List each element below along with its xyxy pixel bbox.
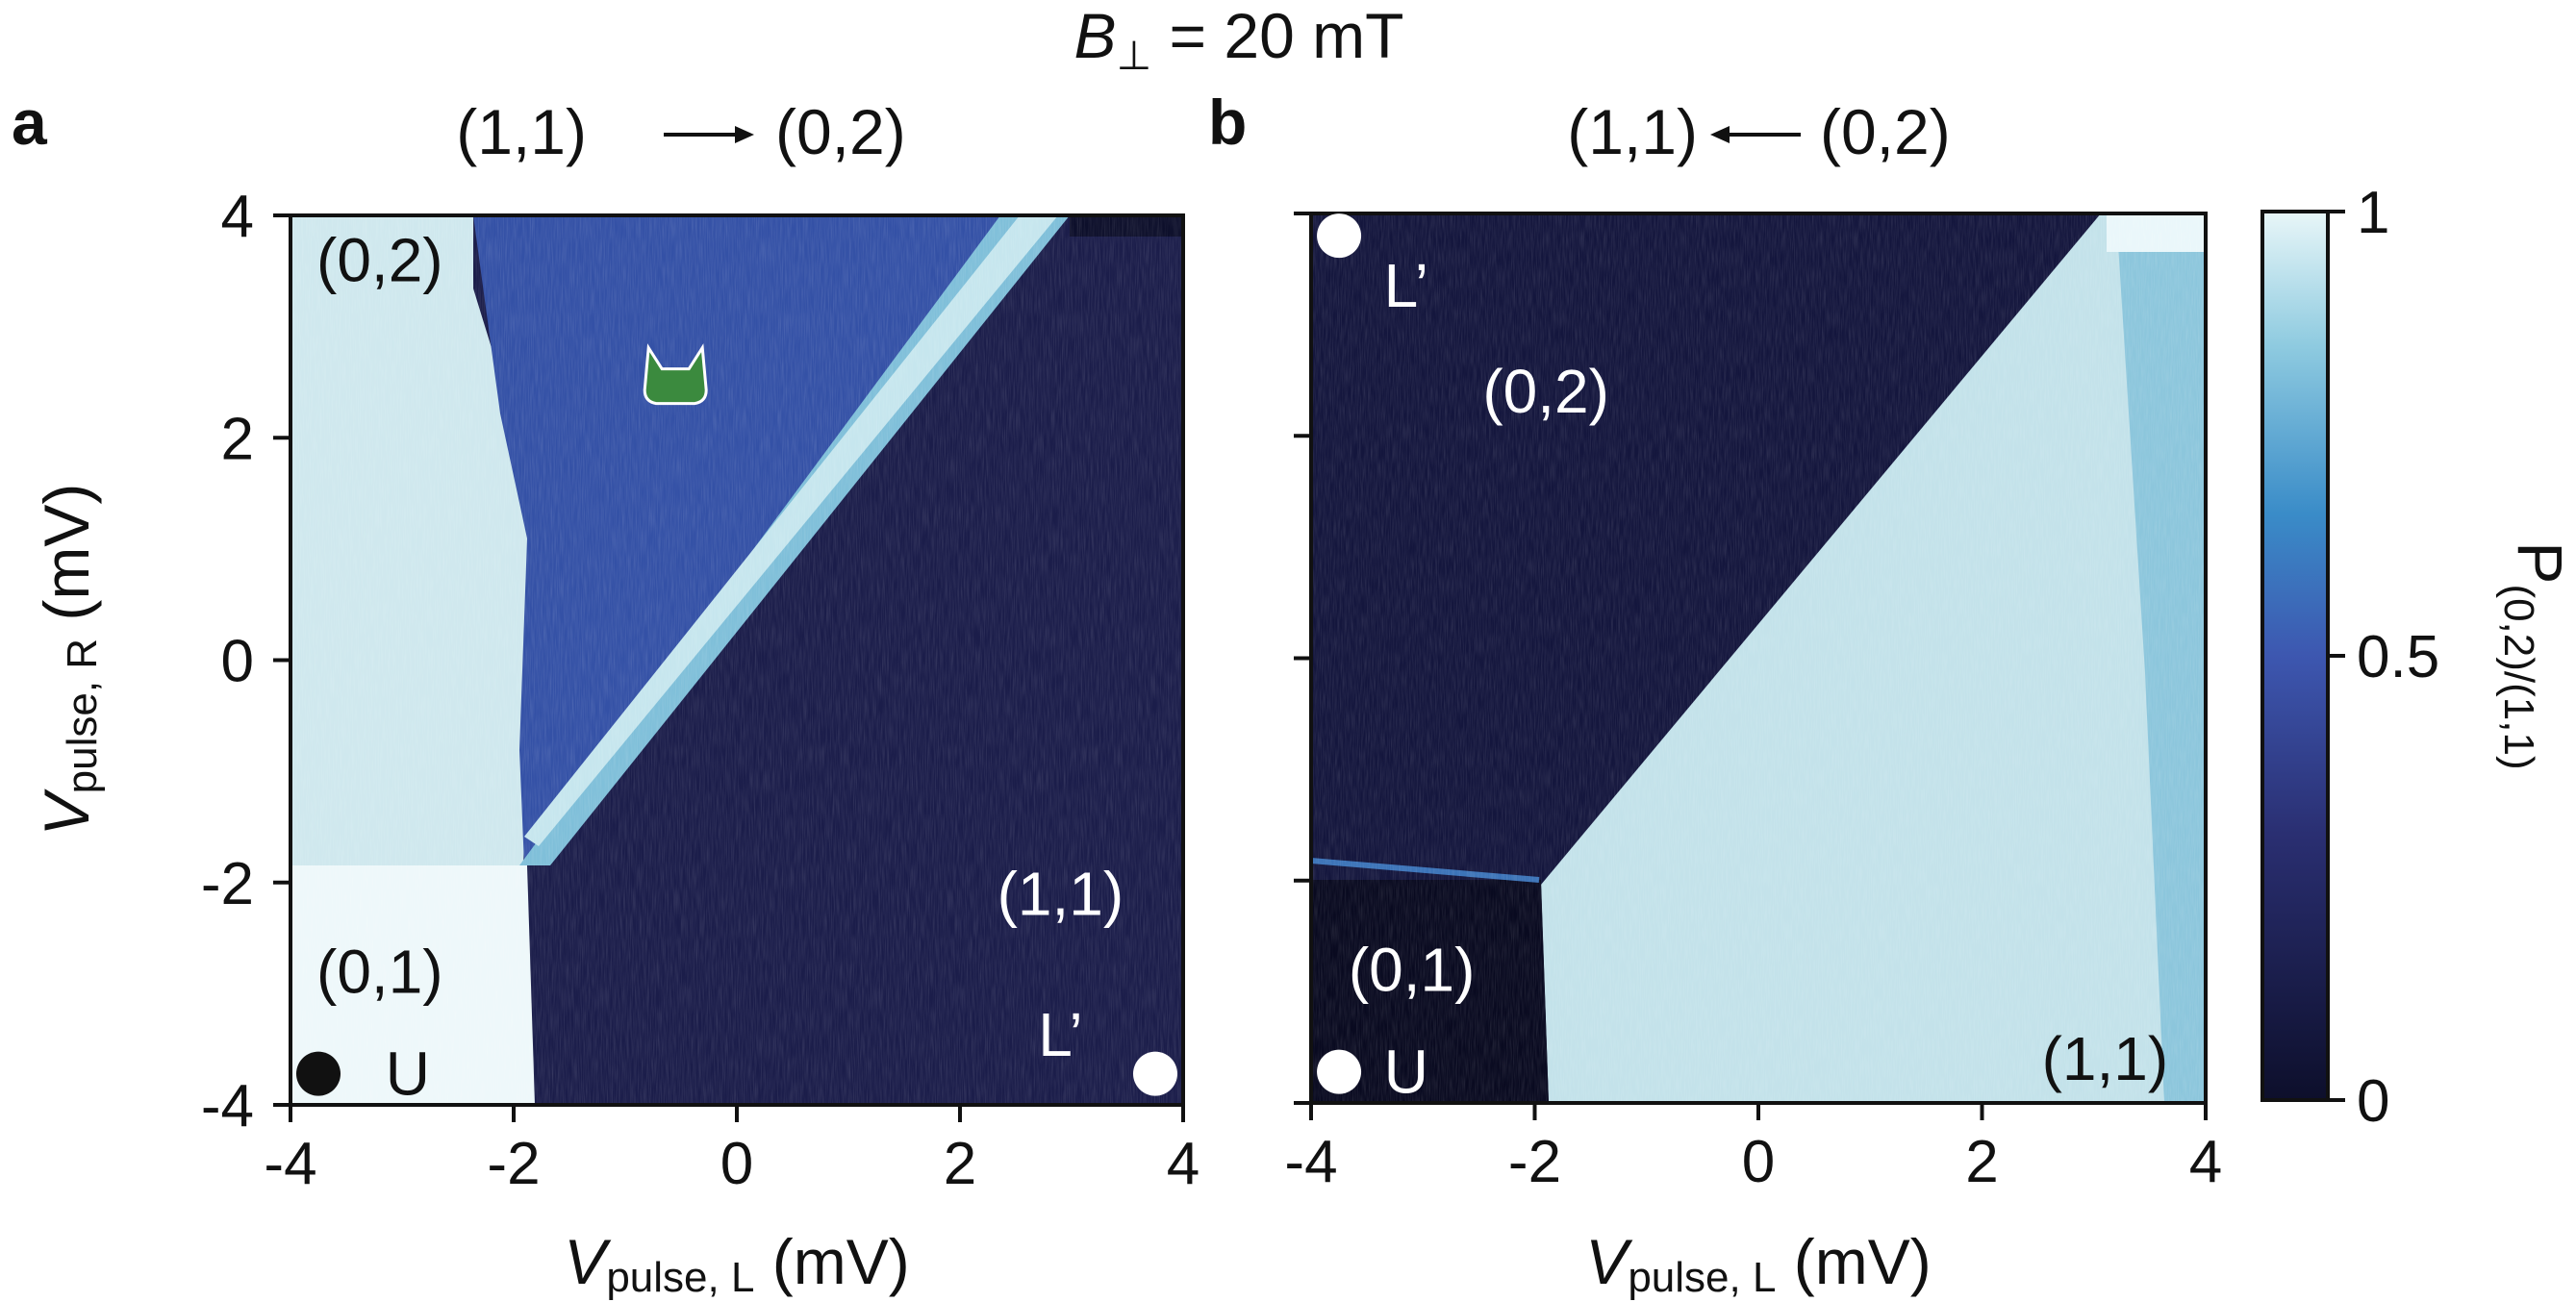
panel-a-region-label: (0,1) [316, 937, 443, 1006]
panel-a-noise [290, 215, 1183, 1105]
panel-a-annotations: (0,2) (0,1) (1,1) U L’ [296, 225, 1177, 1109]
panel-b-xlabel-sub: pulse, L [1628, 1254, 1776, 1301]
panel-a-title-arrow-head [735, 126, 754, 143]
panel-a-axes: -4 -2 0 2 4 -4 -2 0 2 4 [201, 184, 1200, 1197]
panel-b-xtick-label: 2 [1965, 1129, 1998, 1195]
panel-a-xlabel-main: V [564, 1226, 612, 1297]
panel-b-axes: -4 -2 0 2 4 [1284, 212, 2222, 1195]
colorbar-ticks: 00.51 [2328, 180, 2439, 1135]
colorbar-tick-label: 0.5 [2357, 624, 2439, 690]
figure-title-rest: = 20 mT [1151, 0, 1403, 71]
colorbar-gradient [2260, 210, 2330, 1102]
panel-a-xtick-label: 2 [944, 1131, 976, 1197]
panel-b-xtick-label: -2 [1508, 1129, 1561, 1195]
colorbar-label-main: P [2505, 541, 2576, 584]
colorbar-tick-label: 0 [2357, 1068, 2389, 1135]
panel-a-xtick-label: 0 [720, 1131, 753, 1197]
panel-a-marker-label: U [386, 1039, 430, 1109]
panel-b-title-from: (1,1) [1567, 96, 1698, 167]
panel-b-heatmap [1311, 213, 2206, 1103]
panel-b-title-arrow-head [1710, 126, 1730, 143]
panel-a-region-label: (0,2) [316, 225, 443, 294]
panel-letter-a: a [12, 87, 48, 158]
panel-b-region-label: (0,2) [1482, 357, 1609, 426]
panel-a-ytick-label: -2 [201, 851, 254, 917]
panel-a-ylabel: Vpulse, R (mV) [31, 484, 106, 837]
panel-b-marker-label: U [1384, 1038, 1428, 1107]
colorbar-tick-label: 1 [2357, 180, 2389, 246]
panel-b-region-label: (1,1) [2042, 1024, 2169, 1093]
panel-b-xtick-label: 0 [1742, 1129, 1775, 1195]
panel-b-annotations: (0,2) (0,1) (1,1) L’ U [1317, 213, 2168, 1107]
colorbar-label: P(0,2)/(1,1) [2495, 541, 2576, 769]
panel-b-region-label: (0,1) [1349, 935, 1476, 1004]
panel-b-xtick-label: -4 [1284, 1129, 1337, 1195]
panel-a-ylabel-unit: (mV) [31, 484, 102, 638]
figure-title: B⊥ = 20 mT [1074, 0, 1404, 78]
panel-a-xtick-label: -4 [264, 1131, 316, 1197]
panel-b-noise [1311, 213, 2206, 1103]
panel-a-marker-point [1133, 1051, 1177, 1096]
panel-a-ylabel-sub: pulse, R [59, 638, 106, 793]
panel-a-region-label: (1,1) [998, 859, 1124, 928]
panel-a-title-from: (1,1) [456, 96, 587, 167]
panel-b-xtick-label: 4 [2189, 1129, 2222, 1195]
figure-title-subscript: ⊥ [1117, 33, 1152, 78]
panel-b-xlabel-main: V [1585, 1226, 1633, 1297]
colorbar: 00.51 P(0,2)/(1,1) [2260, 180, 2576, 1135]
panel-b-marker-point [1317, 213, 1362, 259]
panel-b-marker-point [1317, 1049, 1362, 1094]
panel-a-ytick-label: 0 [221, 629, 254, 695]
panel-a-ytick-label: 4 [221, 184, 254, 250]
figure-title-prefix: B [1074, 0, 1117, 71]
panel-a-marker-label: L’ [1038, 1000, 1082, 1069]
colorbar-label-sub: (0,2)/(1,1) [2495, 584, 2542, 769]
panel-b-xlabel-unit: (mV) [1776, 1226, 1931, 1297]
panel-b-marker-label: L’ [1384, 251, 1428, 320]
panel-a-xlabel-unit: (mV) [754, 1226, 909, 1297]
panel-a-ytick-label: 2 [221, 406, 254, 472]
panel-letter-b: b [1208, 87, 1247, 158]
panel-a-xlabel-sub: pulse, L [606, 1254, 754, 1301]
cat-head-icon [643, 343, 708, 406]
panel-a-xtick-label: 4 [1167, 1131, 1200, 1197]
panel-b-title: (1,1) (0,2) [1567, 96, 1950, 167]
panel-a-xlabel: Vpulse, L (mV) [564, 1226, 909, 1301]
panel-a-ytick-label: -4 [201, 1073, 254, 1139]
panel-a-title: (1,1) (0,2) [456, 96, 905, 167]
panel-a-title-to: (0,2) [775, 96, 906, 167]
panel-a-xtick-label: -2 [487, 1131, 540, 1197]
panel-b-title-to: (0,2) [1820, 96, 1951, 167]
panel-a-heatmap [290, 215, 1183, 1105]
panel-a-ylabel-main: V [31, 788, 102, 836]
panel-a-marker-point [296, 1051, 341, 1096]
panel-b-xlabel: Vpulse, L (mV) [1585, 1226, 1931, 1301]
